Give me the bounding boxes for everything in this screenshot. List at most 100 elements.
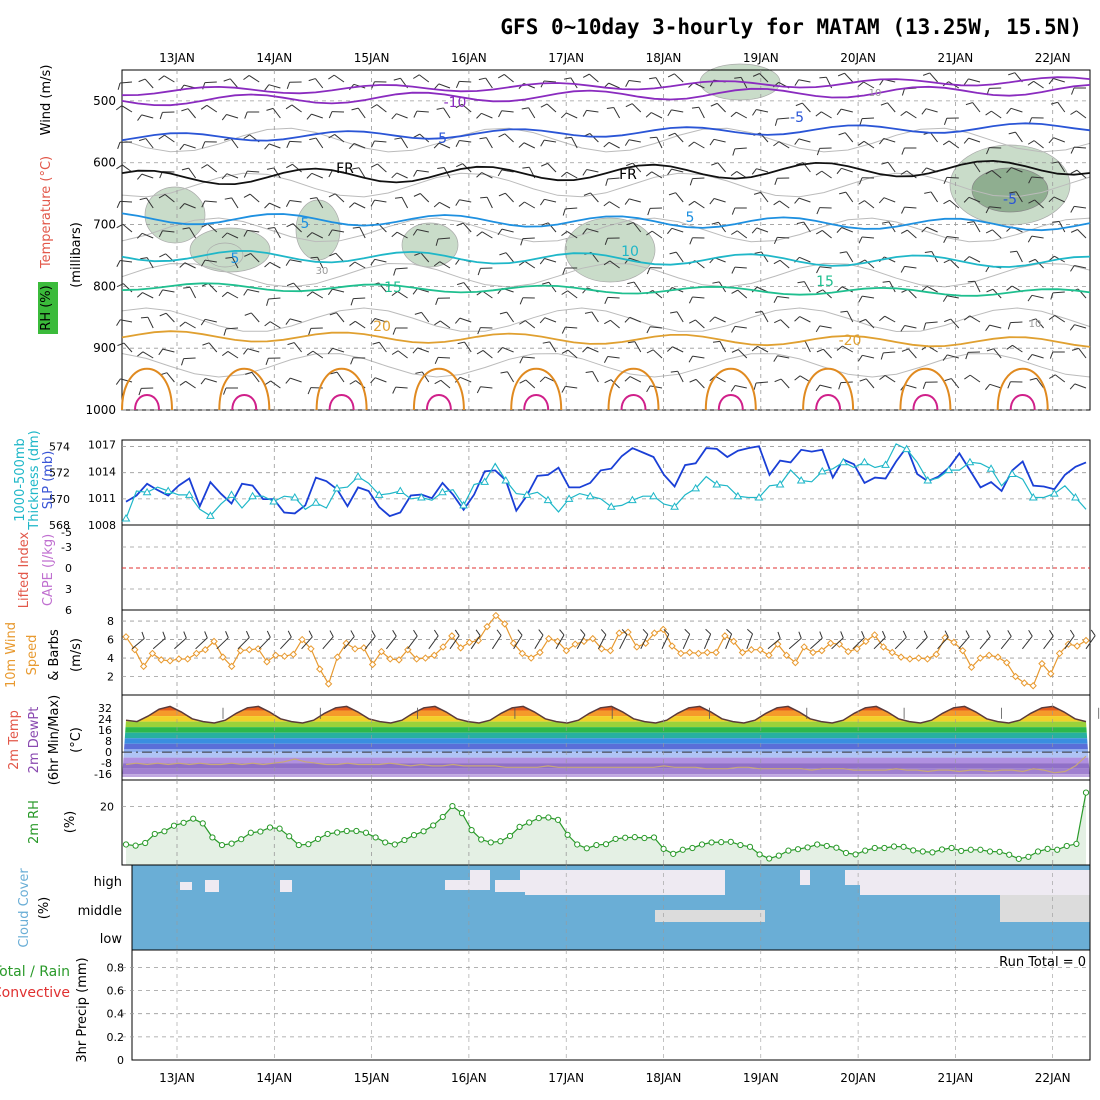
rh-marker bbox=[420, 828, 427, 835]
surface-wind-barb bbox=[640, 634, 649, 650]
temperature-band bbox=[122, 710, 1090, 717]
rh-marker bbox=[977, 846, 984, 853]
wind-speed-marker bbox=[1073, 642, 1081, 650]
wind-barb-flag bbox=[328, 134, 335, 139]
thickness-marker bbox=[248, 491, 257, 500]
wind-barb bbox=[671, 168, 684, 173]
wind-barb-flag bbox=[286, 282, 294, 287]
wind-barb-flag bbox=[943, 259, 951, 264]
wind-barb bbox=[230, 137, 239, 149]
wind-barb bbox=[801, 102, 811, 113]
wind-barb bbox=[204, 259, 217, 263]
wind-barb-flag bbox=[709, 198, 715, 205]
wind-barb bbox=[713, 198, 726, 203]
thickness-marker bbox=[1028, 493, 1038, 501]
wind-barb-flag bbox=[541, 222, 549, 226]
wind-barb-flag bbox=[136, 232, 143, 239]
wind-barb bbox=[780, 319, 790, 329]
thickness-marker bbox=[733, 491, 743, 500]
wind-barb-flag bbox=[561, 349, 569, 354]
wind-speed-marker bbox=[465, 638, 474, 647]
wind-barb bbox=[586, 169, 599, 173]
wind-barb-flag bbox=[201, 259, 206, 267]
wind-barb-flag bbox=[942, 140, 950, 146]
pressure-tick: 1000 bbox=[85, 403, 116, 417]
wind-barb-flag bbox=[794, 138, 800, 145]
wind-speed-marker bbox=[307, 645, 315, 653]
date-label-top: 15JAN bbox=[354, 51, 390, 65]
wind-barb-flag bbox=[519, 379, 527, 384]
wind-barb bbox=[841, 167, 853, 173]
slp-tick: 1011 bbox=[88, 492, 116, 505]
wind-barb-flag bbox=[561, 171, 568, 178]
wind-barb-flag bbox=[900, 170, 908, 175]
wind-barb bbox=[205, 378, 217, 383]
wind-barb bbox=[631, 103, 642, 113]
wind-barb bbox=[777, 117, 790, 120]
wind-barb-flag bbox=[539, 258, 545, 265]
temperature-contour-30 bbox=[231, 394, 258, 411]
clear-sky-block bbox=[860, 870, 1090, 895]
wind-barb-flag bbox=[352, 226, 360, 229]
wind-barb bbox=[274, 227, 281, 239]
surface-wind-barb-flag bbox=[923, 630, 928, 638]
wind-barb-flag bbox=[963, 256, 970, 262]
rh-marker bbox=[756, 851, 763, 858]
wind-barb-flag bbox=[921, 226, 927, 233]
wind-barb-flag bbox=[413, 74, 420, 79]
rh-marker bbox=[938, 846, 946, 853]
wind-barb bbox=[926, 226, 938, 233]
date-label-top: 14JAN bbox=[256, 51, 292, 65]
wind-barb-flag bbox=[816, 148, 821, 156]
wind-barb-flag bbox=[624, 139, 630, 146]
wind-barb bbox=[374, 140, 387, 143]
rh-marker bbox=[247, 829, 254, 836]
wind-barb bbox=[841, 108, 853, 113]
wind-barb-flag bbox=[498, 133, 506, 138]
wind-barb-flag bbox=[137, 351, 144, 357]
temperature-contour bbox=[121, 76, 1091, 97]
wind-barb bbox=[416, 229, 429, 233]
wind-barb-flag bbox=[836, 345, 843, 351]
wind-barb bbox=[946, 176, 959, 179]
wind-speed-marker bbox=[967, 663, 976, 671]
wind-barb-flag bbox=[476, 112, 482, 119]
wind-barb bbox=[481, 112, 493, 119]
wind-barb bbox=[586, 228, 599, 233]
wind-barb bbox=[188, 227, 197, 239]
wind-barb-flag bbox=[221, 232, 228, 239]
pressure-tick: 900 bbox=[93, 341, 116, 355]
wind-barb bbox=[1074, 383, 1087, 389]
temperature-band bbox=[122, 749, 1090, 753]
temperature-contour-25 bbox=[121, 367, 173, 411]
wind-barb bbox=[421, 312, 430, 323]
rh-marker bbox=[766, 855, 773, 862]
wind-speed-marker bbox=[932, 650, 940, 659]
wind-barb bbox=[120, 378, 133, 383]
wind-barb-flag bbox=[1028, 199, 1035, 204]
wind-barb-flag bbox=[943, 177, 948, 184]
wind-barb-flag bbox=[455, 103, 463, 109]
wind-barb bbox=[1074, 205, 1087, 209]
surface-wind-barb bbox=[491, 635, 502, 650]
wind-barb-flag bbox=[306, 350, 314, 356]
wind-barb bbox=[522, 356, 535, 359]
thickness-marker bbox=[1007, 469, 1017, 477]
wind-barb bbox=[311, 172, 323, 179]
wind-speed-marker bbox=[351, 645, 359, 653]
surface-wind-barb-flag bbox=[726, 628, 732, 635]
wind-barb bbox=[756, 168, 769, 173]
wind-barb bbox=[293, 342, 302, 353]
rh-marker bbox=[324, 830, 331, 838]
wind-barb-flag bbox=[327, 288, 333, 296]
wind-barb-flag bbox=[881, 161, 889, 165]
surface-wind-barb-flag bbox=[245, 630, 250, 638]
wind-barb bbox=[777, 296, 790, 299]
rh-marker bbox=[1025, 853, 1032, 860]
wind-barb bbox=[231, 197, 239, 209]
wind-barb bbox=[925, 108, 938, 113]
wind-barb bbox=[248, 75, 260, 83]
wind-barb bbox=[607, 296, 620, 299]
barbs-label: & Barbs bbox=[47, 629, 62, 681]
